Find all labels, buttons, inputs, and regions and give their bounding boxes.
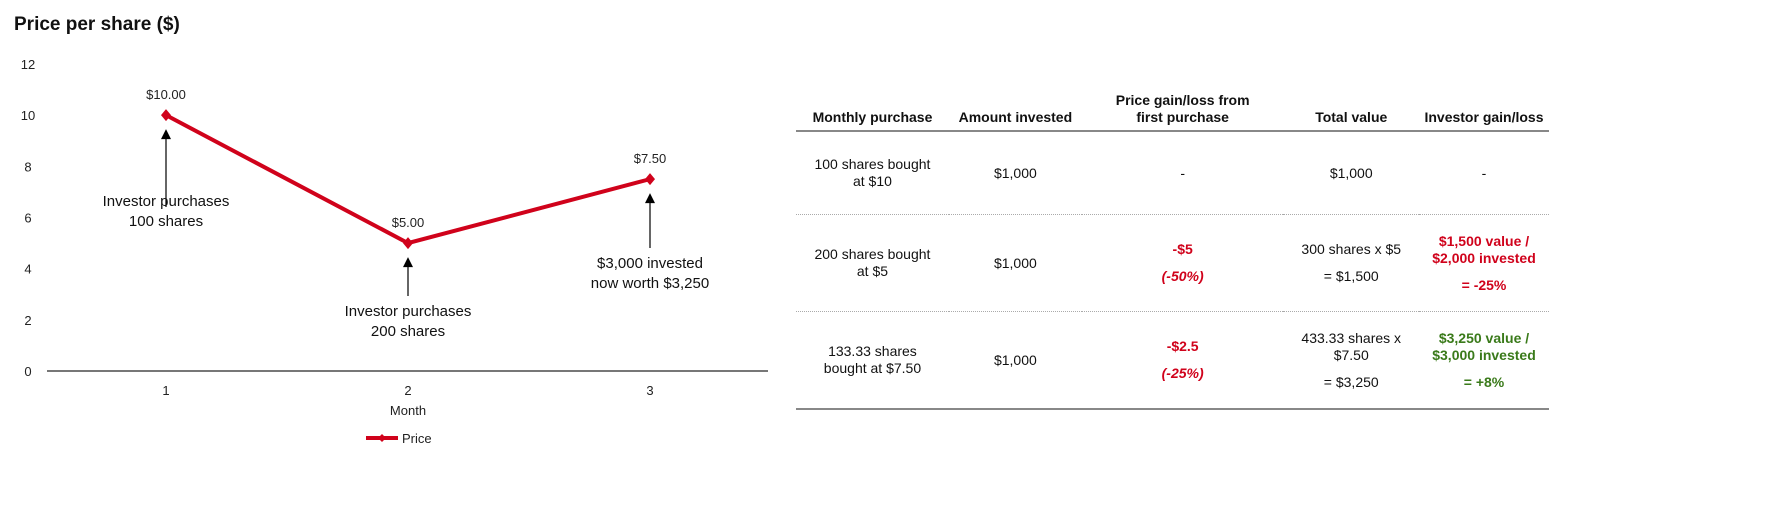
- cell-purchase: 200 shares bought at $5: [796, 214, 949, 312]
- cell-total-value: 300 shares x $5 = $1,500: [1283, 214, 1419, 312]
- annotation-text: Investor purchases: [345, 303, 472, 320]
- cell-purchase: 100 shares bought at $10: [796, 131, 949, 215]
- table-row: 100 shares bought at $10 $1,000 - $1,000…: [796, 131, 1549, 215]
- annotation-text: 100 shares: [129, 213, 203, 230]
- header-amount-invested: Amount invested: [948, 92, 1082, 132]
- y-tick-label: 10: [21, 108, 35, 123]
- cell-total-value: 433.33 shares x $7.50 = $3,250: [1283, 311, 1419, 410]
- x-tick-label: 2: [404, 383, 411, 398]
- annotation-text: Investor purchases: [103, 193, 230, 210]
- y-tick-label: 8: [24, 159, 31, 174]
- data-label: $10.00: [146, 87, 186, 102]
- annotation-text: $3,000 invested: [597, 255, 703, 272]
- cell-price-change: -: [1081, 131, 1284, 215]
- y-tick-label: 0: [24, 364, 31, 379]
- data-point-marker: [645, 173, 655, 186]
- table-row: 200 shares bought at $5 $1,000 -$5 (-50%)…: [796, 214, 1549, 312]
- annotation-arrow-head-icon: [161, 129, 171, 140]
- x-tick-label: 1: [162, 383, 169, 398]
- cell-investor-gain: -: [1419, 131, 1549, 215]
- investment-table: Monthly purchase Amount invested Price g…: [796, 92, 1549, 410]
- cell-amount: $1,000: [948, 311, 1082, 410]
- table-header-row: Monthly purchase Amount invested Price g…: [796, 92, 1549, 132]
- cell-amount: $1,000: [948, 131, 1082, 215]
- y-tick-label: 4: [24, 262, 31, 277]
- header-total-value: Total value: [1283, 92, 1419, 132]
- chart-title: Price per share ($): [14, 14, 180, 35]
- annotation-arrow-head-icon: [403, 257, 413, 268]
- table-row: 133.33 shares bought at $7.50 $1,000 -$2…: [796, 311, 1549, 410]
- cell-investor-gain: $1,500 value / $2,000 invested = -25%: [1419, 214, 1549, 312]
- x-tick-label: 3: [646, 383, 653, 398]
- header-investor-gain: Investor gain/loss: [1419, 92, 1549, 132]
- data-point-marker: [161, 109, 171, 122]
- legend-label: Price: [402, 431, 432, 446]
- legend-marker-icon: [378, 434, 386, 442]
- header-price-change: Price gain/loss from first purchase: [1081, 92, 1284, 132]
- annotation-arrow-head-icon: [645, 193, 655, 204]
- y-tick-label: 6: [24, 211, 31, 226]
- data-label: $5.00: [392, 215, 425, 230]
- cell-total-value: $1,000: [1283, 131, 1419, 215]
- annotation-text: now worth $3,250: [591, 275, 709, 292]
- data-point-marker: [403, 237, 413, 250]
- cell-investor-gain: $3,250 value / $3,000 invested = +8%: [1419, 311, 1549, 410]
- y-tick-label: 12: [21, 57, 35, 72]
- data-label: $7.50: [634, 151, 667, 166]
- cell-purchase: 133.33 shares bought at $7.50: [796, 311, 949, 410]
- x-axis-label: Month: [390, 403, 426, 418]
- header-monthly-purchase: Monthly purchase: [796, 92, 949, 132]
- cell-price-change: -$5 (-50%): [1081, 214, 1284, 312]
- annotation-text: 200 shares: [371, 323, 445, 340]
- y-tick-label: 2: [24, 313, 31, 328]
- cell-price-change: -$2.5 (-25%): [1081, 311, 1284, 410]
- cell-amount: $1,000: [948, 214, 1082, 312]
